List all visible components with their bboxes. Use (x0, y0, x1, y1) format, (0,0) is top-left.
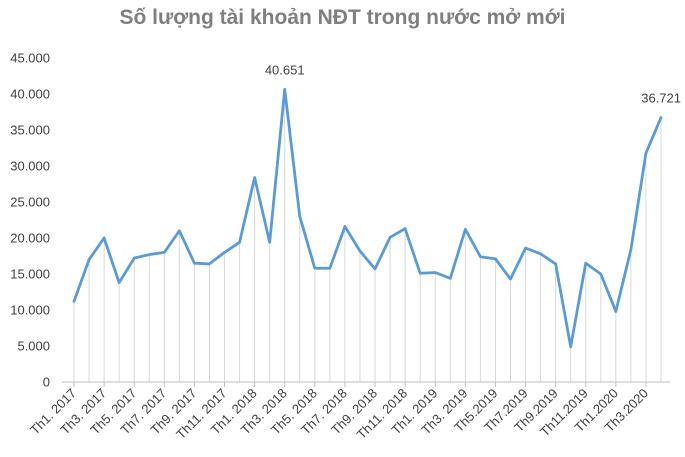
y-tick-label: 40.000 (10, 87, 50, 102)
data-point (238, 241, 241, 244)
data-labels: 40.651 36.721 (265, 62, 681, 105)
data-point (208, 262, 211, 266)
data-point (584, 262, 587, 265)
data-point (659, 116, 663, 119)
drop-lines (73, 89, 662, 382)
data-point (388, 236, 392, 239)
y-tick-label: 35.000 (10, 123, 50, 138)
data-point (223, 251, 226, 254)
series (72, 87, 663, 349)
data-point (539, 252, 542, 256)
axes (62, 381, 670, 387)
y-tick-label: 0 (43, 375, 50, 390)
data-point (644, 151, 648, 155)
data-point (163, 251, 166, 254)
data-point (268, 241, 271, 244)
data-point (403, 227, 407, 230)
data-point (148, 253, 151, 256)
data-point (343, 225, 347, 228)
data-point (434, 271, 437, 274)
data-point (569, 345, 572, 348)
data-point (494, 257, 497, 261)
data-point (509, 277, 512, 281)
data-label: 40.651 (265, 62, 305, 77)
data-point (629, 248, 633, 251)
data-point (283, 88, 286, 91)
y-tick-label: 5.000 (17, 339, 50, 354)
data-point (87, 258, 91, 261)
data-point (253, 176, 256, 179)
data-point (178, 229, 181, 232)
data-point (313, 267, 317, 270)
data-point (193, 262, 196, 265)
data-label: 36.721 (641, 91, 681, 106)
data-point (373, 267, 377, 271)
y-tick-label: 10.000 (10, 303, 50, 318)
data-point (614, 310, 618, 313)
data-point (464, 228, 467, 231)
data-point (102, 236, 106, 240)
chart-title: Số lượng tài khoản NĐT trong nước mở mới (119, 6, 566, 29)
data-point (328, 267, 332, 270)
y-axis-ticks: 0 5.000 10.000 15.000 20.000 25.000 30.000 35.0… (10, 51, 50, 390)
y-tick-label: 45.000 (10, 51, 50, 66)
data-point (358, 249, 362, 253)
data-point (554, 262, 557, 266)
data-point (449, 277, 452, 280)
data-point (133, 256, 136, 260)
data-point (117, 281, 121, 284)
series-line (72, 87, 663, 349)
data-point (479, 255, 482, 258)
data-point (599, 272, 602, 276)
y-tick-label: 20.000 (10, 231, 50, 246)
y-tick-label: 25.000 (10, 195, 50, 210)
data-point (418, 272, 422, 275)
y-tick-label: 15.000 (10, 267, 50, 282)
data-point (524, 246, 527, 250)
data-point (298, 215, 301, 218)
data-point (72, 300, 76, 303)
y-tick-label: 30.000 (10, 159, 50, 174)
